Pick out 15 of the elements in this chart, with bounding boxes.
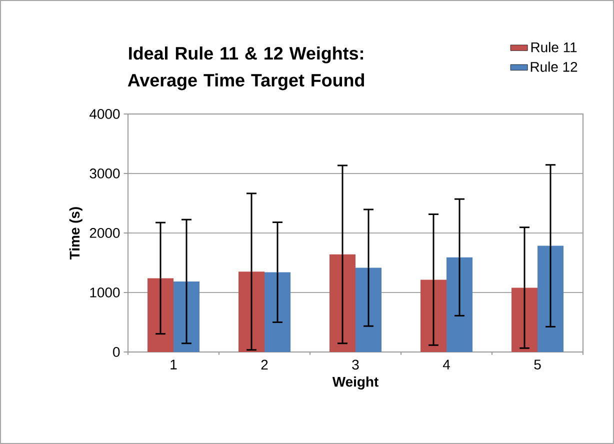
legend-label: Rule 11 [531,42,577,52]
x-tick-label: 1 [170,360,177,370]
chart-title: Ideal Rule 11 & 12 Weights: Average Time Target Found [128,46,364,90]
y-axis-title: Time (s) [69,207,82,260]
y-tick-label: 4000 [90,109,120,119]
y-tick-label: 0 [113,347,120,357]
y-tick-label: 1000 [90,288,120,298]
x-tick-label: 3 [352,360,359,370]
x-tick-label: 5 [534,360,541,370]
y-tick-label: 2000 [90,228,120,238]
x-tick-label: 2 [261,360,268,370]
x-axis-title: Weight [332,376,378,390]
y-tick-label: 3000 [90,168,120,178]
legend-label: Rule 12 [530,62,578,72]
x-tick-label: 4 [442,360,450,370]
